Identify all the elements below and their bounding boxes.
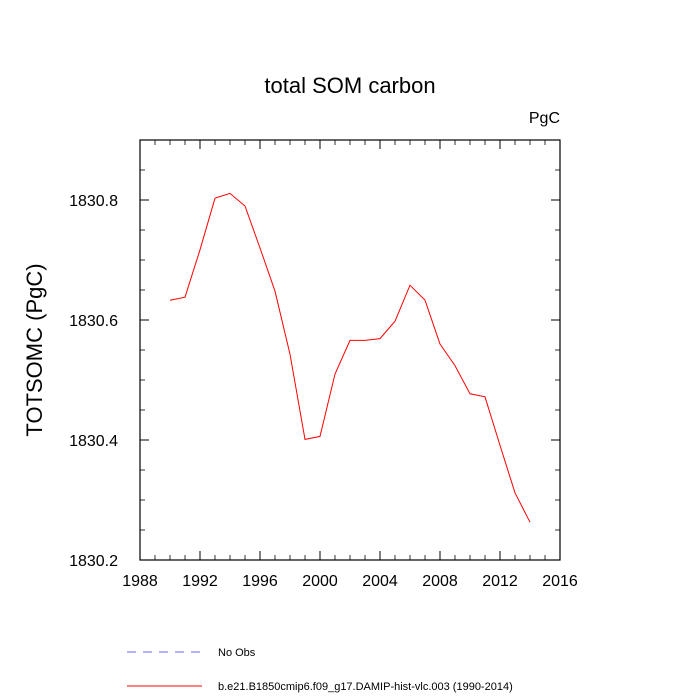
x-tick-label: 1988 — [122, 573, 158, 590]
x-tick-label: 1996 — [242, 573, 278, 590]
y-axis-label: TOTSOMC (PgC) — [22, 263, 47, 436]
legend: No Obs b.e21.B1850cmip6.f09_g17.DAMIP-his… — [127, 647, 513, 693]
chart-title: total SOM carbon — [264, 73, 435, 98]
legend-label-0: No Obs — [218, 647, 256, 659]
y-tick-label: 1830.4 — [69, 433, 118, 450]
series-lines — [169, 192, 531, 523]
x-tick-label: 2016 — [542, 573, 578, 590]
series-line-1 — [169, 192, 531, 523]
y-tick-label: 1830.2 — [69, 553, 118, 570]
x-tick-label: 2012 — [482, 573, 518, 590]
legend-label-1: b.e21.B1850cmip6.f09_g17.DAMIP-hist-vlc.… — [218, 681, 513, 693]
x-tick-label: 2008 — [422, 573, 458, 590]
plot-frame — [139, 139, 561, 561]
axis-ticks: 1988 1992 1996 2000 2004 2008 2012 2016 1830.2 18… — [69, 139, 578, 590]
y-tick-label: 1830.8 — [69, 193, 118, 210]
x-tick-label: 2004 — [362, 573, 398, 590]
x-tick-label: 2000 — [302, 573, 338, 590]
x-tick-label: 1992 — [182, 573, 218, 590]
y-tick-label: 1830.6 — [69, 313, 118, 330]
units-label: PgC — [529, 110, 560, 127]
